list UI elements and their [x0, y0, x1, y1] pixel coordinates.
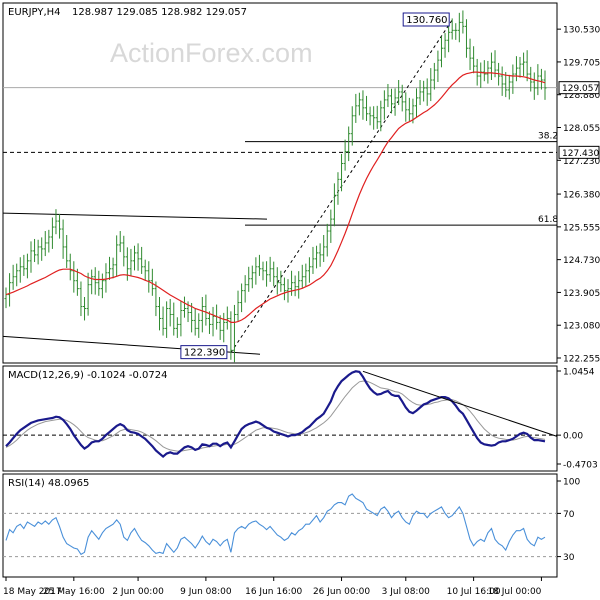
price-tick-label: 128.880 — [563, 91, 600, 101]
watermark: ActionForex.com — [110, 38, 313, 68]
price-tick-label: 124.730 — [563, 256, 600, 266]
macd-pane-frame — [2, 365, 558, 472]
price-pane-frame — [2, 2, 558, 364]
rsi-axis: 100 70 30 — [3, 478, 580, 563]
macd-tick-label: 0.00 — [563, 432, 583, 442]
time-tick-label: 16 Jun 16:00 — [245, 587, 302, 597]
price-tick-label: 126.380 — [563, 191, 600, 201]
time-tick-label: 3 Jul 08:00 — [382, 587, 431, 597]
macd-axis: 1.0454 0.00 -0.4703 — [3, 368, 598, 471]
channel-top-line — [2, 212, 268, 220]
low-label: 122.390 — [184, 348, 225, 359]
high-label: 130.760 — [406, 15, 447, 26]
time-tick-label: 2 Jun 00:00 — [112, 587, 164, 597]
price-bars — [4, 10, 547, 363]
fib-38-label: 38.2 — [538, 132, 558, 142]
time-tick-label: 26 Jun 00:00 — [313, 587, 370, 597]
last-price-box — [558, 81, 600, 95]
price-tick-label: 123.080 — [563, 322, 600, 332]
rsi-pane: RSI(14) 48.0965 100 70 30 — [2, 473, 580, 578]
fib-61-label: 61.8 — [538, 215, 558, 225]
time-tick-label: 18 May 2017 — [3, 587, 62, 597]
macd-pane: MACD(12,26,9) -0.1024 -0.0724 1.0454 0.00… — [2, 365, 598, 472]
price-tick-label: 127.230 — [563, 157, 600, 167]
price-tick-label: 123.905 — [563, 289, 600, 299]
moving-average-line — [5, 71, 546, 323]
high-box — [402, 12, 450, 27]
instrument-label: EURJPY,H4 — [8, 7, 61, 18]
price-pane: EURJPY,H4 128.987 129.085 128.982 129.05… — [2, 2, 600, 365]
rsi-tick-label: 30 — [563, 553, 575, 563]
price-axis: 122.255 123.080 123.905 124.730 125.555 126.3… — [557, 26, 600, 365]
price-tick-label: 129.705 — [563, 58, 600, 68]
price-tick-label: 125.555 — [563, 223, 600, 233]
rsi-title: RSI(14) 48.0965 — [8, 478, 89, 489]
last-price-label: 129.057 — [562, 84, 599, 94]
rsi-line — [5, 493, 546, 556]
price-level-labels: 129.057 127.430 38.2 61.8 130.760 122.390 — [180, 12, 600, 360]
macd-tick-label: 1.0454 — [563, 368, 595, 378]
low-box — [180, 345, 228, 360]
level-box — [558, 145, 600, 159]
macd-trendline — [362, 370, 558, 437]
rsi-tick-label: 70 — [563, 510, 575, 520]
macd-tick-label: -0.4703 — [563, 461, 598, 471]
macd-line — [5, 370, 546, 459]
price-tick-label: 130.530 — [563, 26, 600, 36]
time-tick-label: 18 Jul 00:00 — [487, 587, 541, 597]
level-label: 127.430 — [562, 149, 599, 159]
ohlc-header: 128.987 129.085 128.982 129.057 — [72, 7, 247, 18]
time-tick-label: 10 Jul 16:00 — [447, 587, 501, 597]
rsi-pane-frame — [2, 473, 558, 578]
price-tick-label: 128.055 — [563, 124, 600, 134]
time-tick-label: 9 Jun 08:00 — [180, 587, 232, 597]
price-tick-label: 122.255 — [563, 355, 600, 365]
price-grid — [3, 87, 557, 226]
rsi-tick-label: 100 — [563, 478, 580, 488]
macd-title: MACD(12,26,9) -0.1024 -0.0724 — [8, 370, 168, 381]
time-tick-label: 25 May 16:00 — [43, 587, 105, 597]
